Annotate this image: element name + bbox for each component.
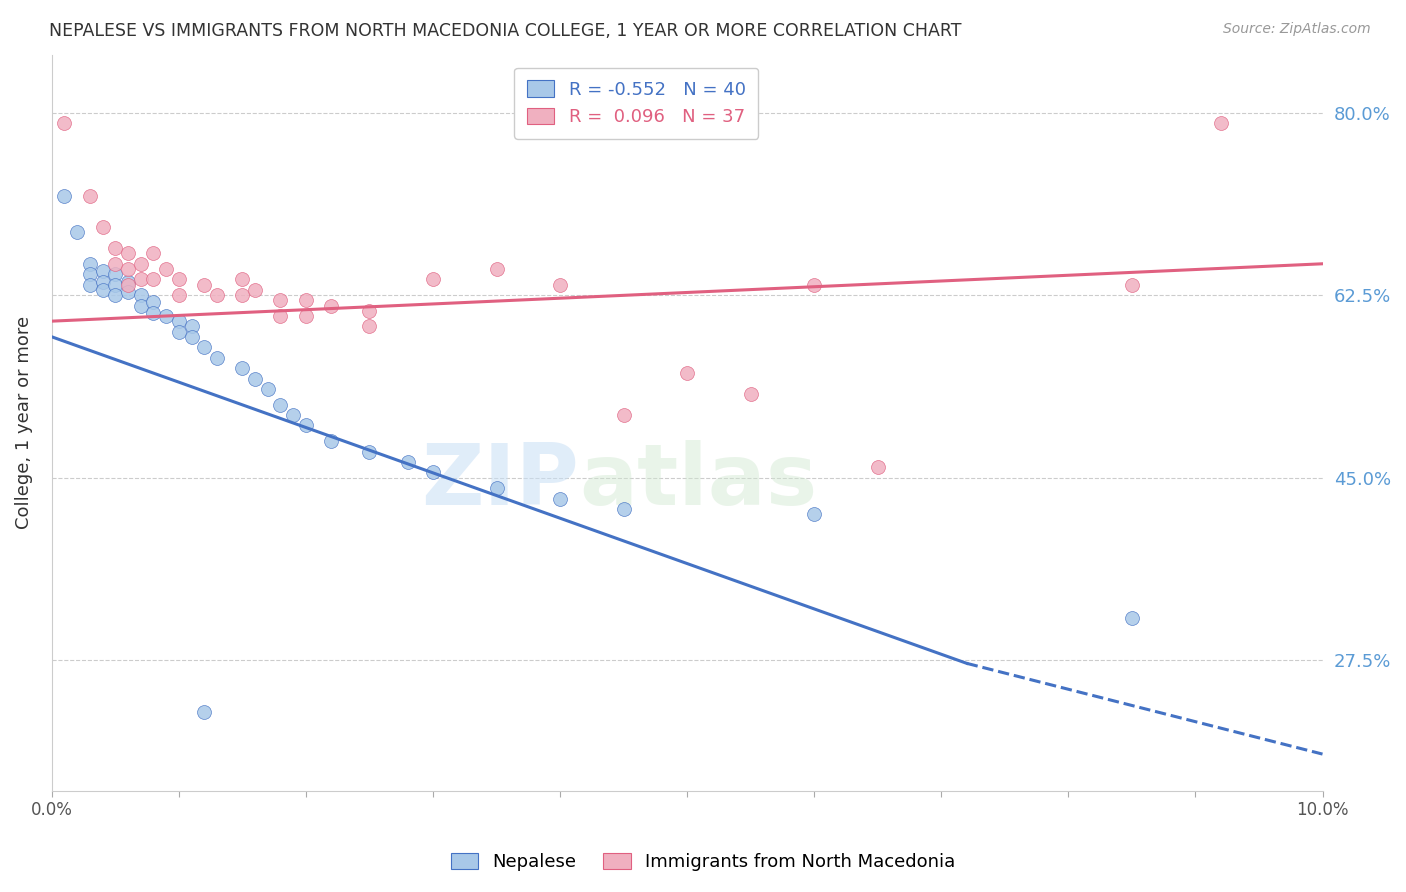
Point: [104, 267, 127, 281]
Point: [167, 272, 190, 286]
Point: [129, 272, 152, 286]
Point: [104, 241, 127, 255]
Point: [1209, 116, 1232, 130]
Point: [129, 257, 152, 271]
Point: [167, 325, 190, 339]
Point: [79, 267, 101, 281]
Point: [91, 275, 114, 289]
Point: [167, 288, 190, 302]
Y-axis label: College, 1 year or more: College, 1 year or more: [15, 317, 32, 530]
Point: [79, 257, 101, 271]
Point: [243, 283, 266, 297]
Point: [193, 277, 215, 292]
Point: [396, 455, 419, 469]
Point: [283, 408, 305, 422]
Point: [91, 220, 114, 235]
Point: [104, 288, 127, 302]
Point: [422, 466, 444, 480]
Point: [740, 387, 762, 401]
Point: [53, 189, 76, 203]
Point: [231, 272, 253, 286]
Point: [243, 371, 266, 385]
Point: [1121, 611, 1143, 625]
Point: [231, 288, 253, 302]
Point: [91, 264, 114, 278]
Point: [295, 418, 318, 433]
Point: [167, 314, 190, 328]
Text: NEPALESE VS IMMIGRANTS FROM NORTH MACEDONIA COLLEGE, 1 YEAR OR MORE CORRELATION : NEPALESE VS IMMIGRANTS FROM NORTH MACEDO…: [49, 22, 962, 40]
Point: [129, 299, 152, 313]
Point: [256, 382, 278, 396]
Point: [295, 293, 318, 308]
Point: [142, 306, 165, 320]
Point: [193, 340, 215, 354]
Point: [79, 189, 101, 203]
Point: [321, 434, 343, 449]
Point: [359, 319, 381, 334]
Point: [155, 309, 177, 323]
Point: [142, 295, 165, 310]
Text: atlas: atlas: [579, 441, 817, 524]
Point: [104, 277, 127, 292]
Point: [155, 262, 177, 277]
Point: [269, 309, 291, 323]
Legend: Nepalese, Immigrants from North Macedonia: Nepalese, Immigrants from North Macedoni…: [443, 846, 963, 879]
Point: [117, 285, 139, 299]
Point: [269, 398, 291, 412]
Point: [117, 262, 139, 277]
Point: [1121, 277, 1143, 292]
Point: [205, 351, 228, 365]
Point: [359, 444, 381, 458]
Point: [117, 275, 139, 289]
Point: [205, 288, 228, 302]
Point: [117, 246, 139, 260]
Point: [129, 288, 152, 302]
Point: [193, 706, 215, 720]
Point: [803, 507, 825, 521]
Text: ZIP: ZIP: [422, 441, 579, 524]
Point: [295, 309, 318, 323]
Point: [321, 299, 343, 313]
Point: [359, 303, 381, 318]
Point: [142, 272, 165, 286]
Point: [79, 277, 101, 292]
Point: [66, 226, 89, 240]
Point: [142, 246, 165, 260]
Point: [117, 277, 139, 292]
Point: [180, 319, 202, 334]
Point: [613, 502, 636, 516]
Text: Source: ZipAtlas.com: Source: ZipAtlas.com: [1223, 22, 1371, 37]
Legend: R = -0.552   N = 40, R =  0.096   N = 37: R = -0.552 N = 40, R = 0.096 N = 37: [515, 68, 758, 138]
Point: [613, 408, 636, 422]
Point: [485, 262, 508, 277]
Point: [269, 293, 291, 308]
Point: [548, 277, 571, 292]
Point: [866, 460, 889, 475]
Point: [803, 277, 825, 292]
Point: [180, 330, 202, 344]
Point: [231, 361, 253, 376]
Point: [676, 367, 699, 381]
Point: [548, 491, 571, 506]
Point: [104, 257, 127, 271]
Point: [422, 272, 444, 286]
Point: [91, 283, 114, 297]
Point: [485, 481, 508, 495]
Point: [53, 116, 76, 130]
